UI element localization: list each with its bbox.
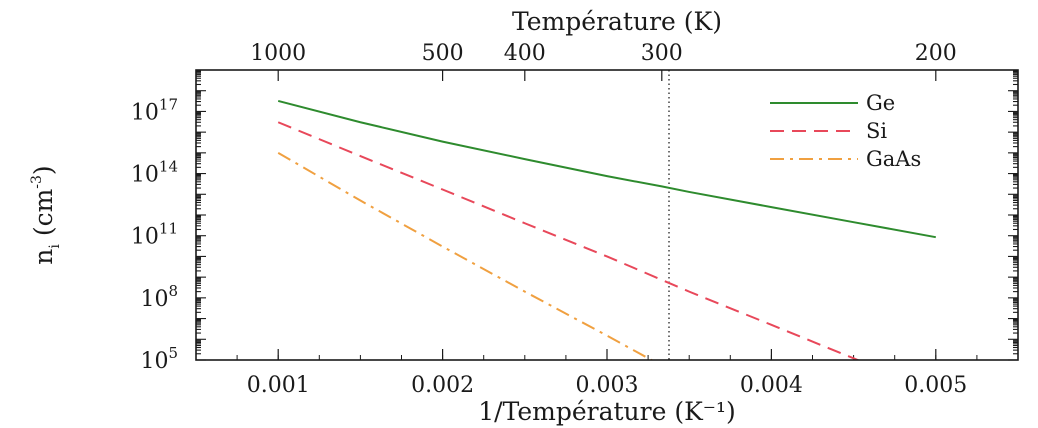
- legend-label-ge: Ge: [866, 91, 895, 115]
- top-tick-label: 300: [641, 41, 683, 66]
- x-tick-label: 0.001: [247, 373, 310, 398]
- y-tick-label: 105: [140, 344, 178, 374]
- y-axis-ticks: 1017 1014 1011 108 105: [131, 95, 178, 374]
- top-axis-title: Température (K): [512, 7, 722, 36]
- x-tick-label: 0.004: [740, 373, 803, 398]
- legend-label-gaas: GaAs: [866, 147, 921, 171]
- top-axis-ticks: 1000 500 400 300 200: [250, 41, 957, 81]
- svg-text:ni (cm-3): ni (cm-3): [29, 165, 63, 264]
- legend: Ge Si GaAs: [770, 91, 921, 171]
- plot-frame: [195, 69, 1019, 361]
- x-tick-label: 0.002: [411, 373, 474, 398]
- x-axis-title: 1/Température (K⁻¹): [478, 397, 735, 426]
- top-tick-label: 400: [504, 41, 546, 66]
- legend-label-si: Si: [866, 119, 887, 143]
- top-tick-label: 200: [915, 41, 957, 66]
- series-line-si: [277, 121, 861, 360]
- series-line-gaas: [277, 151, 654, 360]
- x-axis-ticks: 0.001 0.002 0.003 0.004 0.005: [195, 349, 1019, 398]
- top-tick-label: 1000: [250, 41, 306, 66]
- y-tick-label: 1011: [131, 220, 178, 250]
- x-tick-label: 0.005: [904, 373, 967, 398]
- y-tick-label: 108: [140, 282, 178, 312]
- y-axis-title: ni (cm-3): [29, 165, 63, 264]
- series-line-ge: [277, 99, 936, 239]
- minor-ticks: [196, 70, 1018, 361]
- y-tick-label: 1017: [131, 95, 178, 125]
- series-layer: [277, 99, 936, 360]
- y-tick-label: 1014: [131, 158, 178, 188]
- x-tick-label: 0.003: [576, 373, 639, 398]
- top-tick-label: 500: [422, 41, 464, 66]
